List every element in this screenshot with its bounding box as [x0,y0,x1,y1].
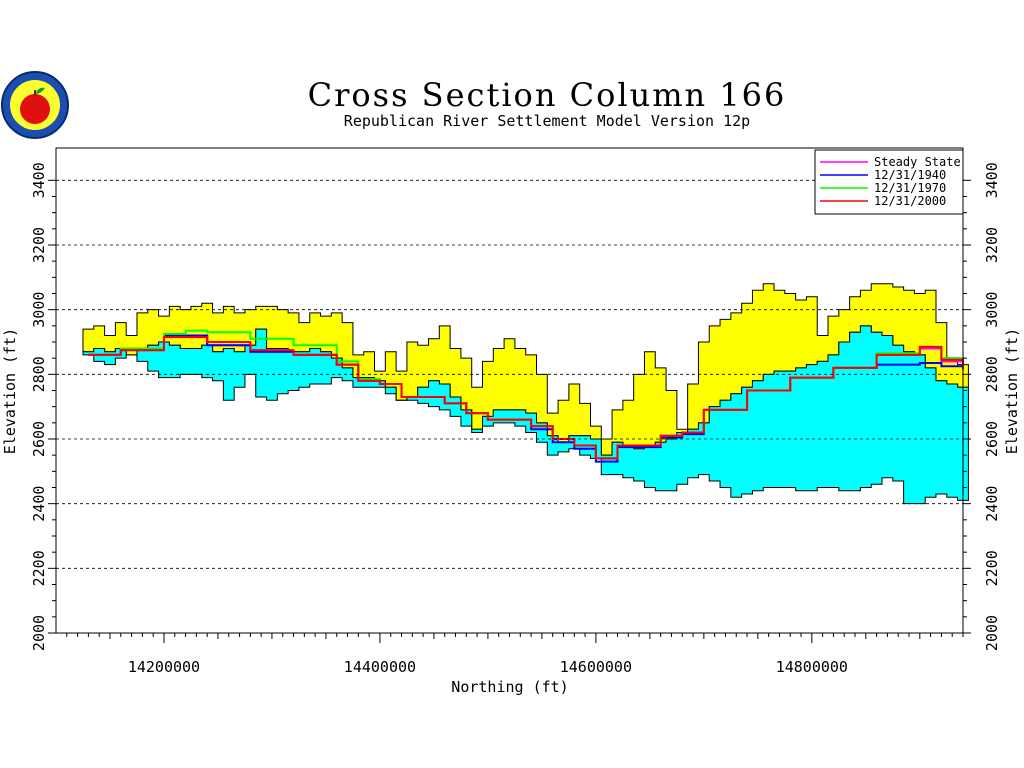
y-tick-label-right: 3400 [983,162,1001,198]
legend: Steady State12/31/194012/31/197012/31/20… [814,149,964,215]
x-tick-label: 14800000 [776,658,848,676]
y-axis-label-right: Elevation (ft) [1003,328,1021,454]
chart-title: Cross Section Column 166 [308,76,787,114]
x-axis-label: Northing (ft) [451,678,568,696]
y-tick-label-right: 2000 [983,615,1001,651]
y-tick-label-left: 3400 [30,162,48,198]
agency-logo [1,71,69,139]
y-tick-label-left: 3000 [30,292,48,328]
y-tick-label-left: 2600 [30,421,48,457]
y-tick-label-right: 3200 [983,227,1001,263]
y-tick-label-right: 2400 [983,486,1001,522]
chart-subtitle: Republican River Settlement Model Versio… [344,112,750,130]
apple-icon [20,94,50,124]
x-tick-label: 14600000 [560,658,632,676]
y-tick-label-left: 3200 [30,227,48,263]
cyan-layer [82,325,969,505]
y-tick-label-right: 3000 [983,292,1001,328]
legend-label-1: 12/31/1940 [874,168,946,182]
x-tick-label: 14400000 [344,658,416,676]
y-axis-label-left: Elevation (ft) [1,328,19,454]
y-tick-label-right: 2600 [983,421,1001,457]
legend-box [814,149,964,215]
y-tick-label-left: 2200 [30,550,48,586]
plot-area [82,283,969,505]
x-tick-label: 14200000 [128,658,200,676]
series-line-3 [88,336,964,460]
y-tick-label-left: 2400 [30,486,48,522]
axes: 2000 2000 2200 2200 2400 2400 2600 2600 2800 2800… [30,147,1001,676]
legend-label-3: 12/31/2000 [874,194,946,208]
y-tick-label-left: 2800 [30,356,48,392]
y-tick-label-left: 2000 [30,615,48,651]
y-tick-label-right: 2800 [983,356,1001,392]
y-tick-label-right: 2200 [983,550,1001,586]
legend-label-2: 12/31/1970 [874,181,946,195]
legend-label-0: Steady State [874,155,961,169]
